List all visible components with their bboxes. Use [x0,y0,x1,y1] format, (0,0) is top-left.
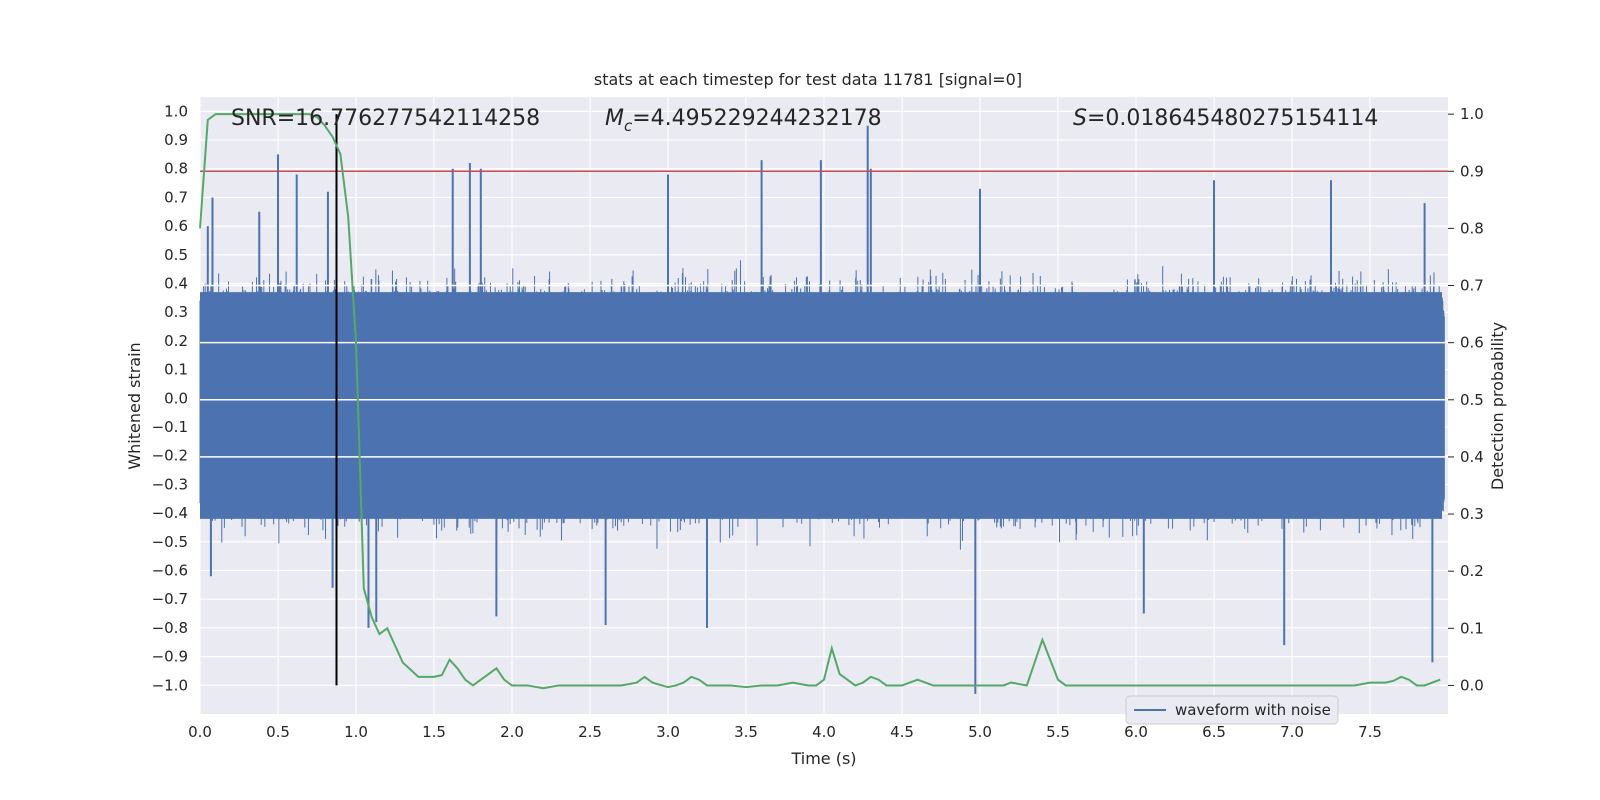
detection-probability-line [199,113,1441,690]
x-tick-label: 2.5 [578,723,602,741]
x-tick-label: 0.5 [266,723,290,741]
y-left-tick-labels: 1.0 0.9 0.8 0.7 0.6 0.5 0.4 0.3 0.2 0.1 0.0 −0.1 −0.… [152,102,188,694]
chirp-mass-annotation: Mc=4.495229244232178 [605,106,882,135]
legend-box [1125,695,1339,725]
statistic-value: =0.018645480275154114 [1087,106,1378,131]
y-left-tick-label: −0.2 [152,447,188,465]
waveform-series [199,125,1445,694]
chart-title: stats at each timestep for test data 117… [594,70,1022,89]
y-left-tick-label: 0.3 [164,303,188,321]
y-right-tick-labels: 1.0 0.9 0.8 0.7 0.6 0.5 0.4 0.3 0.2 0.1 0.0 [1448,105,1484,694]
snr-annotation: SNR=16.776277542114258 [231,106,540,131]
y-left-tick-label: −0.3 [152,475,188,493]
probability-series [199,113,1441,690]
x-tick-label: 1.5 [422,723,446,741]
y-left-tick-label: −0.8 [152,619,188,637]
y-right-tick-label: 0.6 [1460,334,1484,352]
y-left-tick-label: −1.0 [152,676,188,694]
x-tick-label: 1.0 [344,723,368,741]
statistic-symbol: S [1073,106,1087,131]
y-left-tick-label: 0.1 [164,361,188,379]
y-left-tick-label: 0.2 [164,332,188,350]
y-axis-label-left: Whitened strain [125,342,144,469]
x-tick-label: 3.5 [734,723,758,741]
y-right-tick-label: 0.3 [1460,505,1484,523]
x-tick-label: 2.0 [500,723,524,741]
y-right-tick-label: 0.0 [1460,676,1484,694]
legend-entry: waveform with noise [1175,701,1331,719]
y-left-tick-label: −0.5 [152,533,188,551]
y-right-tick-label: 0.4 [1460,448,1484,466]
y-left-tick-label: 0.8 [164,160,188,178]
x-tick-label: 0.0 [188,723,212,741]
y-left-tick-label: −0.7 [152,590,188,608]
y-left-tick-label: 0.7 [164,188,188,206]
y-left-tick-label: 0.5 [164,246,188,264]
y-right-tick-label: 0.2 [1460,562,1484,580]
y-axis-label-right: Detection probability [1488,322,1507,490]
y-left-tick-label: 0.6 [164,217,188,235]
y-right-tick-label: 1.0 [1460,105,1484,123]
x-tick-label: 5.0 [968,723,992,741]
chirp-mass-subscript: c [624,117,633,135]
chirp-mass-symbol: M [605,106,624,131]
y-right-tick-label: 0.9 [1460,162,1484,180]
overlay-lines [200,114,1448,686]
y-left-tick-label: −0.9 [152,648,188,666]
x-tick-labels: 0.0 0.5 1.0 1.5 2.0 2.5 3.0 3.5 4.0 4.5 5.0 5.5 6.0 6… [188,723,1382,741]
x-tick-label: 6.5 [1202,723,1226,741]
x-tick-label: 7.5 [1358,723,1382,741]
x-tick-label: 3.0 [656,723,680,741]
x-tick-label: 4.5 [890,723,914,741]
y-right-tick-label: 0.1 [1460,619,1484,637]
chirp-mass-value: =4.495229244232178 [632,106,881,131]
x-axis-label: Time (s) [790,749,856,768]
y-right-tick-label: 0.5 [1460,391,1484,409]
y-left-tick-label: −0.1 [152,418,188,436]
legend: waveform with noise [1125,695,1339,725]
x-tick-label: 7.0 [1280,723,1304,741]
x-tick-label: 4.0 [812,723,836,741]
y-left-tick-label: 0.4 [164,275,188,293]
y-right-tick-label: 0.8 [1460,219,1484,237]
y-left-tick-label: 0.0 [164,389,188,407]
x-tick-label: 5.5 [1046,723,1070,741]
y-left-tick-label: −0.6 [152,562,188,580]
y-left-tick-label: 0.9 [164,131,188,149]
y-left-tick-label: −0.4 [152,504,188,522]
y-right-tick-label: 0.7 [1460,277,1484,295]
statistic-annotation: S=0.018645480275154114 [1073,106,1378,131]
y-left-tick-label: 1.0 [164,102,188,120]
waveform-noise-trace [199,260,1445,550]
x-tick-label: 6.0 [1124,723,1148,741]
